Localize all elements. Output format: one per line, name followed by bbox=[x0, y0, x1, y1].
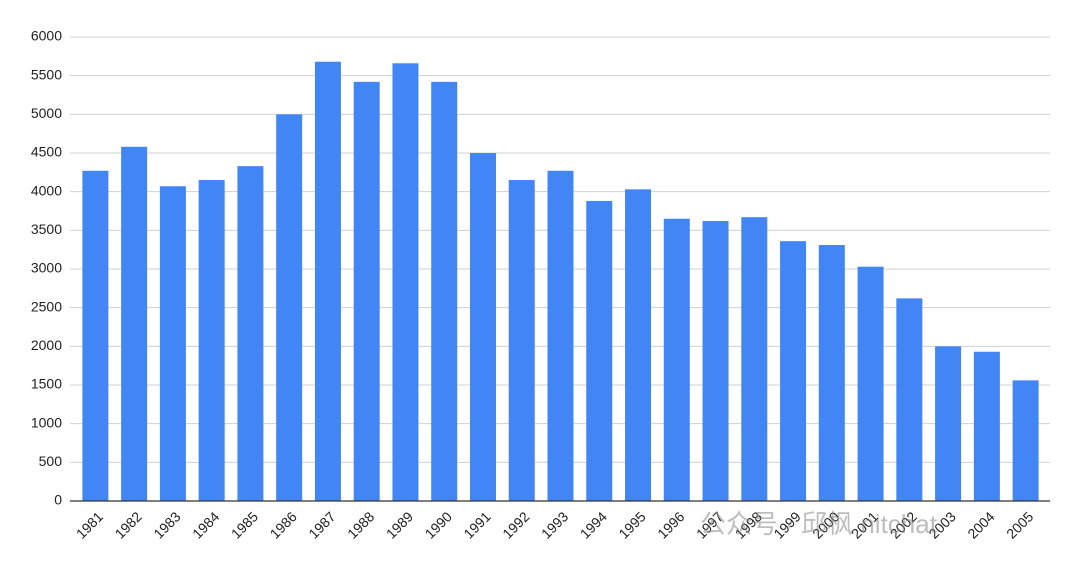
y-tick-label: 2000 bbox=[31, 337, 62, 353]
x-tick-label: 1992 bbox=[499, 508, 532, 541]
bar bbox=[818, 245, 845, 501]
x-tick-label: 2005 bbox=[1003, 508, 1036, 541]
y-tick-label: 1500 bbox=[31, 376, 62, 392]
bar bbox=[431, 81, 458, 501]
x-tick-label: 1995 bbox=[615, 508, 648, 541]
y-tick-label: 5000 bbox=[31, 105, 62, 121]
x-tick-label: 1982 bbox=[112, 508, 145, 541]
x-tick-label: 1990 bbox=[422, 508, 455, 541]
bar bbox=[741, 217, 768, 502]
x-tick-label: 1984 bbox=[189, 508, 222, 541]
y-tick-label: 2500 bbox=[31, 298, 62, 314]
y-tick-label: 0 bbox=[54, 492, 62, 508]
x-tick-label: 1987 bbox=[305, 508, 338, 541]
bar bbox=[314, 61, 341, 501]
x-tick-label: 1996 bbox=[654, 508, 687, 541]
y-tick-label: 6000 bbox=[31, 28, 62, 44]
x-tick-label: 1988 bbox=[344, 508, 377, 541]
bar bbox=[973, 351, 1000, 501]
bar bbox=[896, 298, 923, 501]
bar bbox=[547, 170, 574, 501]
x-tick-label: 1993 bbox=[538, 508, 571, 541]
bar bbox=[276, 114, 303, 501]
bar bbox=[508, 180, 535, 502]
y-tick-label: 500 bbox=[39, 453, 63, 469]
bar bbox=[1012, 380, 1039, 501]
bar bbox=[121, 146, 148, 501]
y-tick-label: 4000 bbox=[31, 182, 62, 198]
bar bbox=[82, 170, 109, 501]
x-tick-label: 1994 bbox=[577, 508, 610, 541]
bar bbox=[353, 81, 380, 501]
x-tick-label: 1986 bbox=[267, 508, 300, 541]
x-tick-label: 1985 bbox=[228, 508, 261, 541]
x-tick-label: 2004 bbox=[964, 508, 997, 541]
bar bbox=[586, 200, 613, 502]
bar bbox=[159, 186, 186, 501]
x-tick-label: 1991 bbox=[460, 508, 493, 541]
x-tick-label: 1983 bbox=[150, 508, 183, 541]
y-tick-label: 4500 bbox=[31, 144, 62, 160]
y-tick-label: 5500 bbox=[31, 66, 62, 82]
bar bbox=[663, 218, 690, 501]
bar bbox=[392, 63, 419, 501]
y-tick-label: 1000 bbox=[31, 414, 62, 430]
y-tick-label: 3500 bbox=[31, 221, 62, 237]
x-tick-label: 1981 bbox=[73, 508, 106, 541]
bar bbox=[935, 346, 962, 501]
bar bbox=[469, 153, 496, 501]
bar bbox=[198, 180, 225, 502]
bar bbox=[625, 189, 652, 501]
bar bbox=[237, 166, 264, 501]
bar bbox=[702, 221, 729, 501]
bar bbox=[780, 241, 807, 501]
watermark: 公众号 · 邱枫 nitchat bbox=[700, 509, 938, 539]
x-tick-label: 1989 bbox=[383, 508, 416, 541]
y-tick-label: 3000 bbox=[31, 260, 62, 276]
bar bbox=[857, 266, 884, 501]
